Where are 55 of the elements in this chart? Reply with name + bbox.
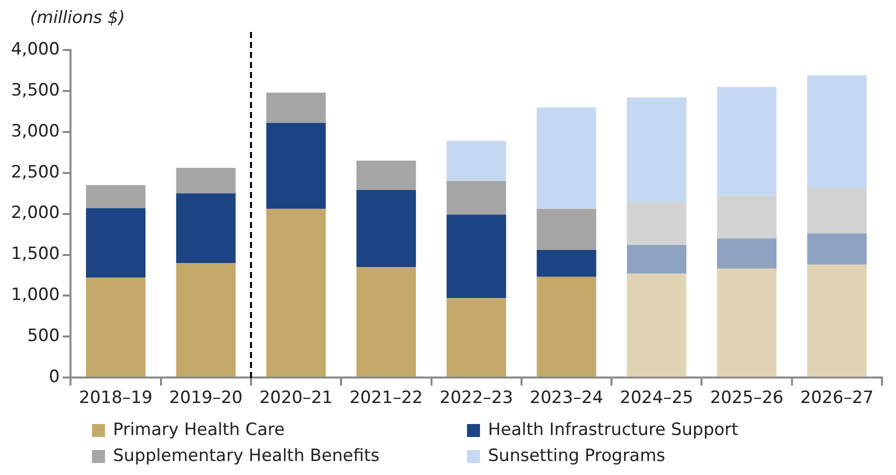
y-tick-label: 3,500	[10, 80, 60, 100]
bar	[446, 181, 506, 215]
bar	[176, 168, 236, 194]
x-tick-label: 2023–24	[530, 388, 604, 408]
legend-label: Supplementary Health Benefits	[113, 446, 380, 466]
bar	[626, 274, 686, 377]
x-tick-label: 2024–25	[620, 388, 694, 408]
bar	[176, 193, 236, 263]
bar	[176, 262, 236, 377]
bar	[717, 268, 777, 377]
bar	[356, 160, 416, 190]
bar	[717, 86, 777, 196]
bar	[626, 98, 686, 202]
bar	[266, 208, 326, 377]
bar	[807, 233, 867, 265]
bar	[717, 196, 777, 238]
bar	[86, 185, 146, 208]
x-tick-label: 2021–22	[349, 388, 423, 408]
bar	[446, 298, 506, 377]
bar	[446, 140, 506, 182]
bar	[807, 75, 867, 188]
y-tick-label: 3,000	[10, 121, 60, 142]
bar	[807, 264, 867, 377]
bar	[356, 267, 416, 377]
bar	[356, 190, 416, 268]
y-axis-title: (millions $)	[30, 8, 125, 28]
bar	[626, 244, 686, 274]
bar	[807, 188, 867, 234]
x-tick-label: 2026–27	[800, 388, 874, 408]
x-tick-label: 2020–21	[259, 388, 333, 408]
bar	[536, 107, 596, 209]
bar	[266, 92, 326, 123]
x-tick-label: 2018–19	[79, 388, 152, 408]
bar	[536, 208, 596, 250]
legend-label: Primary Health Care	[113, 420, 285, 440]
bar	[86, 278, 146, 377]
y-tick-label: 2,500	[10, 162, 60, 182]
y-tick-label: 1,000	[10, 285, 60, 306]
bar	[266, 122, 326, 209]
y-tick-label: 4,000	[10, 39, 60, 60]
bar	[446, 214, 506, 298]
x-tick-label: 2019–20	[169, 388, 243, 408]
y-tick-label: 2,000	[10, 203, 60, 224]
y-tick-label: 0	[48, 367, 60, 388]
bar	[626, 202, 686, 245]
x-tick-label: 2025–26	[710, 388, 784, 408]
y-tick-label: 500	[27, 326, 60, 346]
bar	[536, 250, 596, 277]
bar	[536, 276, 596, 377]
legend-label: Health Infrastructure Support	[488, 420, 738, 440]
bar	[86, 208, 146, 278]
legend-label: Sunsetting Programs	[488, 446, 666, 466]
bar	[717, 238, 777, 269]
y-tick-label: 1,500	[10, 244, 60, 264]
x-tick-label: 2022–23	[440, 388, 514, 408]
